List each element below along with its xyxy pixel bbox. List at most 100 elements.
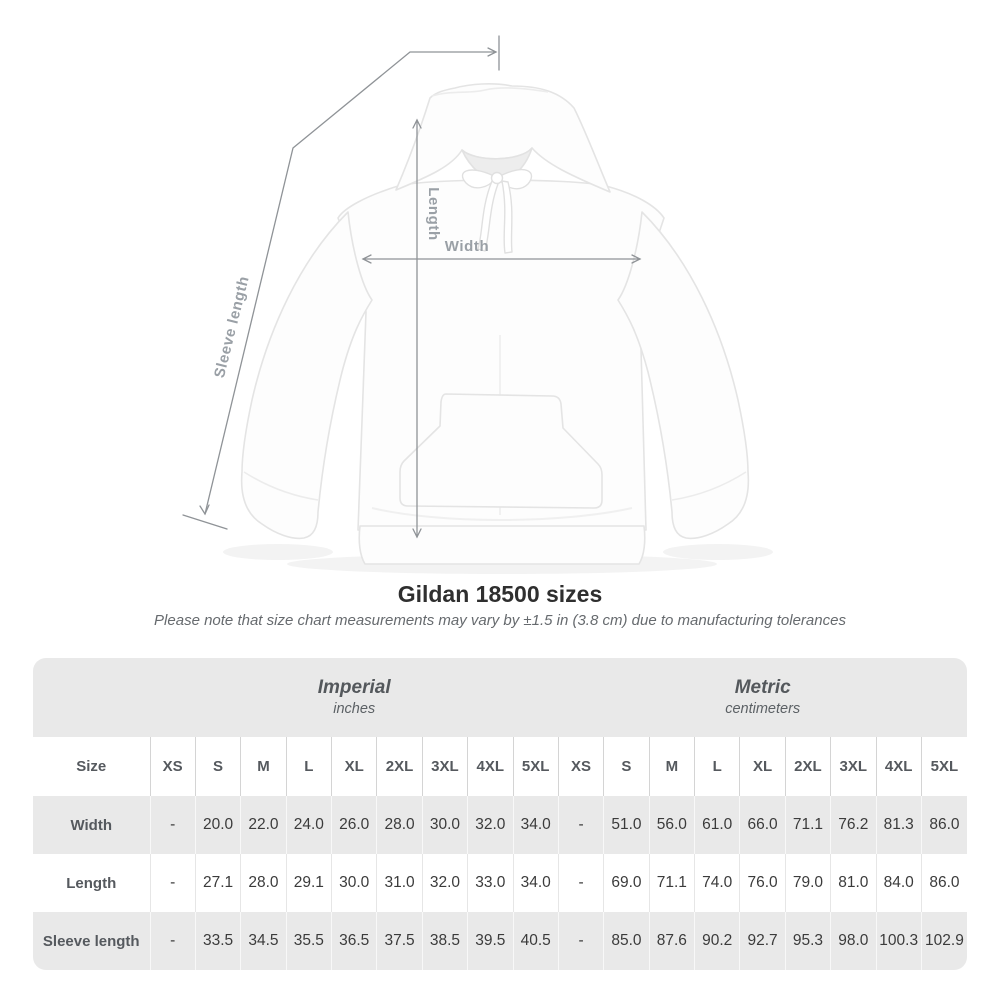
- row-label: Width: [70, 816, 112, 834]
- imperial-header: Imperial inches: [150, 658, 559, 737]
- sleeve-length-label: Sleeve length: [211, 274, 253, 380]
- table-row: Length -27.1 28.0 29.1 30.0 31.0 32.0 33.0 34.0-…: [33, 854, 967, 912]
- size-col-header: M: [240, 737, 287, 796]
- value-cell: 102.9: [920, 912, 967, 970]
- value-cell: 79.0: [784, 854, 831, 912]
- value-cell: 24.0: [285, 796, 332, 854]
- page-title: Gildan 18500 sizes: [397, 581, 603, 607]
- size-col-header: 5XL: [512, 737, 559, 796]
- value-cell: 37.5: [376, 912, 423, 970]
- metric-header: Metric centimeters: [558, 658, 967, 737]
- hoodie-hem-band: [358, 525, 646, 565]
- row-label: Sleeve length: [42, 932, 140, 950]
- value-cell: 74.0: [693, 854, 740, 912]
- value-cell: -: [149, 854, 196, 912]
- value-cell: 32.0: [467, 796, 513, 854]
- size-col-header: 5XL: [920, 737, 967, 796]
- value-cell: 81.0: [830, 854, 876, 912]
- value-cell: 76.0: [739, 854, 786, 912]
- tolerance-note: Please note that size chart measurements…: [154, 612, 846, 629]
- size-col-header: 4XL: [467, 737, 513, 796]
- length-label: Length: [425, 187, 442, 241]
- size-col-header: 3XL: [421, 737, 468, 796]
- hoodie-diagram: Sleeve length Length Width: [182, 35, 773, 574]
- size-column-header: Size: [33, 737, 150, 796]
- value-cell: 33.5: [194, 912, 241, 970]
- size-col-header: S: [603, 737, 650, 796]
- value-cell: 34.0: [512, 854, 559, 912]
- size-table: Imperial inches Metric centimeters Size …: [33, 658, 967, 970]
- sleeve-length-measure: [182, 35, 500, 530]
- hoodie-illustration: [240, 83, 750, 565]
- value-cell: 32.0: [421, 854, 468, 912]
- table-row: Width -20.0 22.0 24.0 26.0 28.0 30.0 32.0 34.0-5…: [33, 796, 967, 854]
- value-cell: 29.1: [285, 854, 332, 912]
- size-col-header: XS: [149, 737, 196, 796]
- unit-group-row: Imperial inches Metric centimeters: [33, 658, 967, 737]
- value-cell: 30.0: [330, 854, 377, 912]
- hoodie-figure: Sleeve length Length Width: [182, 35, 773, 574]
- length-measure: [412, 118, 422, 539]
- size-col-header: M: [648, 737, 695, 796]
- value-cell: 66.0: [739, 796, 786, 854]
- hoodie-right-sleeve: [617, 211, 750, 540]
- value-cell: 81.3: [875, 796, 922, 854]
- value-cell: 36.5: [330, 912, 377, 970]
- width-label: Width: [445, 238, 490, 255]
- size-col-header: XS: [557, 737, 604, 796]
- value-cell: 26.0: [330, 796, 377, 854]
- size-col-header: 2XL: [376, 737, 423, 796]
- value-cell: 33.0: [467, 854, 513, 912]
- size-col-header: L: [285, 737, 332, 796]
- value-cell: -: [149, 912, 196, 970]
- value-cell: 71.1: [648, 854, 695, 912]
- value-cell: 30.0: [421, 796, 468, 854]
- size-col-header: 4XL: [875, 737, 922, 796]
- value-cell: 86.0: [920, 854, 967, 912]
- width-measure: [361, 254, 642, 264]
- value-cell: 28.0: [376, 796, 423, 854]
- hoodie-pocket: [399, 393, 603, 509]
- hoodie-left-sleeve: [240, 211, 373, 540]
- value-cell: 86.0: [920, 796, 967, 854]
- value-cell: 85.0: [603, 912, 650, 970]
- value-cell: 76.2: [830, 796, 876, 854]
- value-cell: 51.0: [603, 796, 650, 854]
- value-cell: 38.5: [421, 912, 468, 970]
- size-col-header: XL: [330, 737, 377, 796]
- hoodie-drawstrings: [461, 168, 533, 254]
- size-col-header: S: [194, 737, 241, 796]
- value-cell: 56.0: [648, 796, 695, 854]
- value-cell: -: [557, 796, 604, 854]
- value-cell: 20.0: [194, 796, 241, 854]
- row-label: Length: [66, 874, 117, 892]
- table-corner-cell: [33, 658, 150, 737]
- value-cell: 98.0: [830, 912, 876, 970]
- size-col-header: XL: [739, 737, 786, 796]
- value-cell: 95.3: [784, 912, 831, 970]
- value-cell: 87.6: [648, 912, 695, 970]
- size-col-header: L: [693, 737, 740, 796]
- value-cell: 92.7: [739, 912, 786, 970]
- value-cell: 100.3: [875, 912, 922, 970]
- value-cell: 34.5: [240, 912, 287, 970]
- size-header-row: Size XS S M L XL 2XL 3XL 4XL 5XL XS S M L XL 2XL 3XL 4XL…: [33, 737, 967, 796]
- value-cell: 35.5: [285, 912, 332, 970]
- value-cell: 90.2: [693, 912, 740, 970]
- imperial-sublabel: inches: [333, 701, 376, 717]
- size-col-header: 3XL: [830, 737, 876, 796]
- value-cell: 34.0: [512, 796, 559, 854]
- value-cell: 39.5: [467, 912, 513, 970]
- value-cell: 40.5: [512, 912, 559, 970]
- metric-label: Metric: [734, 677, 791, 698]
- value-cell: 31.0: [376, 854, 423, 912]
- value-cell: 27.1: [194, 854, 241, 912]
- value-cell: 61.0: [693, 796, 740, 854]
- size-col-header: 2XL: [784, 737, 831, 796]
- size-table-wrap: Imperial inches Metric centimeters Size …: [33, 658, 967, 970]
- value-cell: 71.1: [784, 796, 831, 854]
- size-table-body: Width -20.0 22.0 24.0 26.0 28.0 30.0 32.0 34.0-5…: [33, 796, 967, 970]
- metric-sublabel: centimeters: [725, 701, 801, 717]
- value-cell: -: [557, 912, 604, 970]
- table-row: Sleeve length -33.5 34.5 35.5 36.5 37.5 38.5 39…: [33, 912, 967, 970]
